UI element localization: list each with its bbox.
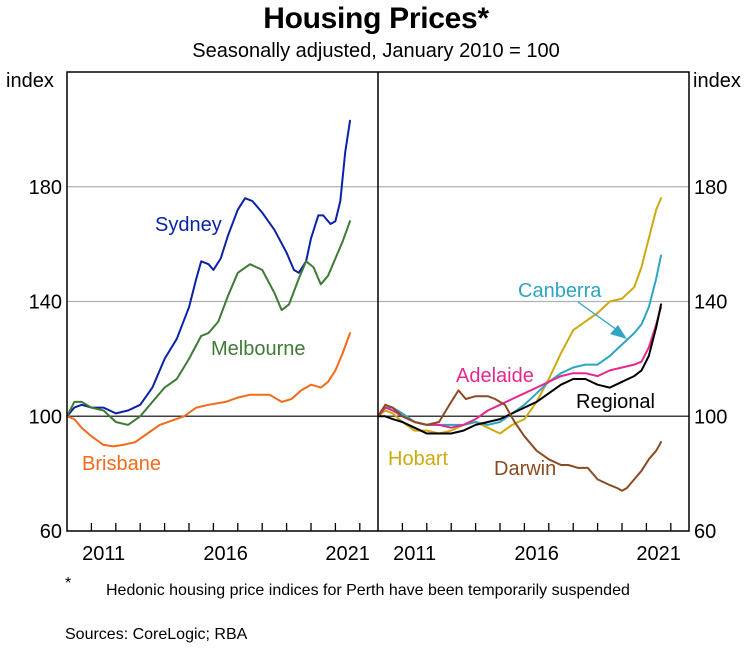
series-line-melbourne <box>66 220 351 426</box>
series-line-darwin <box>377 389 662 492</box>
series-line-brisbane <box>66 332 351 448</box>
series-line-regional <box>377 303 662 435</box>
y-tick-label-right: 100 <box>694 406 727 428</box>
series-label-melbourne: Melbourne <box>211 338 306 360</box>
series-label-adelaide: Adelaide <box>456 365 534 387</box>
series-group <box>66 119 662 492</box>
sources-note: Sources: CoreLogic; RBA <box>65 626 248 643</box>
y-tick-label-left: 140 <box>29 292 62 314</box>
y-tick-label-right: 140 <box>694 292 727 314</box>
chart-subtitle: Seasonally adjusted, January 2010 = 100 <box>192 40 560 62</box>
x-tick-label: 2021 <box>636 543 681 565</box>
series-label-brisbane: Brisbane <box>82 453 161 475</box>
canberra-arrow-line <box>577 301 618 331</box>
series-label-darwin: Darwin <box>494 458 556 480</box>
y-tick-label-right: 180 <box>694 177 727 199</box>
y-axis-label-left: index <box>6 70 54 92</box>
chart-title: Housing Prices* <box>263 2 489 35</box>
series-label-sydney: Sydney <box>155 214 222 236</box>
y-tick-label-right: 60 <box>694 521 716 543</box>
series-label-regional: Regional <box>576 391 655 413</box>
y-tick-label-left: 60 <box>40 521 62 543</box>
footnote-text: Hedonic housing price indices for Perth … <box>106 582 630 599</box>
x-tick-label: 2016 <box>514 543 559 565</box>
footnote-marker: * <box>65 575 72 592</box>
x-ticks <box>90 523 672 531</box>
y-axis-label-right: index <box>693 70 741 92</box>
x-tick-label: 2011 <box>393 543 436 565</box>
canberra-arrow-head <box>610 325 627 339</box>
x-tick-label: 2021 <box>325 543 370 565</box>
series-label-canberra: Canberra <box>518 280 602 302</box>
x-tick-label: 2016 <box>203 543 248 565</box>
annotations: Sydney Melbourne Brisbane Canberra Adelaide R… <box>82 214 655 480</box>
series-line-sydney <box>66 119 351 418</box>
plot-frame <box>66 71 690 532</box>
series-label-hobart: Hobart <box>388 448 448 470</box>
y-tick-label-left: 180 <box>29 177 62 199</box>
tick-labels: 2011 2016 2021 2011 2016 2021 60 60 100 100 140 140… <box>29 177 728 565</box>
y-tick-label-left: 100 <box>29 406 62 428</box>
x-tick-label: 2011 <box>82 543 125 565</box>
